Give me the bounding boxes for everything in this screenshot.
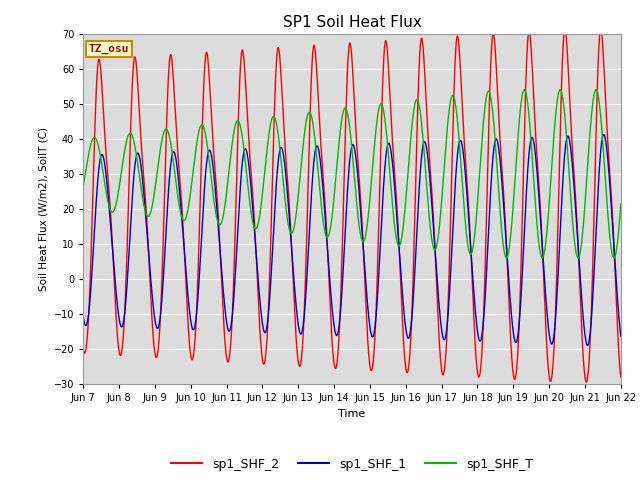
X-axis label: Time: Time xyxy=(339,408,365,419)
Text: TZ_osu: TZ_osu xyxy=(88,44,129,54)
sp1_SHF_1 xyxy=(309,173,317,179)
Legend: sp1_SHF_2, sp1_SHF_1, sp1_SHF_T: sp1_SHF_2, sp1_SHF_1, sp1_SHF_T xyxy=(166,453,538,476)
sp1_SHF_T xyxy=(617,201,625,207)
sp1_SHF_2 xyxy=(617,374,625,380)
sp1_SHF_2 xyxy=(173,129,180,134)
sp1_SHF_2 xyxy=(607,181,614,187)
Line: sp1_SHF_T: sp1_SHF_T xyxy=(83,90,621,258)
sp1_SHF_T xyxy=(173,183,180,189)
sp1_SHF_T xyxy=(309,119,317,125)
sp1_SHF_1 xyxy=(548,340,556,346)
sp1_SHF_2 xyxy=(548,370,556,375)
sp1_SHF_1 xyxy=(79,314,87,320)
sp1_SHF_T xyxy=(285,227,293,232)
Line: sp1_SHF_2: sp1_SHF_2 xyxy=(83,29,621,382)
sp1_SHF_2 xyxy=(141,183,148,189)
sp1_SHF_1 xyxy=(173,159,180,165)
Title: SP1 Soil Heat Flux: SP1 Soil Heat Flux xyxy=(283,15,421,30)
sp1_SHF_2 xyxy=(582,379,590,385)
sp1_SHF_2 xyxy=(79,346,87,352)
Line: sp1_SHF_1: sp1_SHF_1 xyxy=(83,134,621,346)
sp1_SHF_2 xyxy=(309,51,317,57)
sp1_SHF_T xyxy=(141,205,148,211)
sp1_SHF_T xyxy=(502,255,510,261)
sp1_SHF_T xyxy=(607,240,614,246)
sp1_SHF_T xyxy=(520,87,528,93)
sp1_SHF_1 xyxy=(617,333,625,339)
sp1_SHF_2 xyxy=(285,203,293,209)
sp1_SHF_1 xyxy=(141,199,148,204)
sp1_SHF_T xyxy=(549,150,557,156)
sp1_SHF_1 xyxy=(600,132,607,137)
Y-axis label: Soil Heat Flux (W/m2), SoilT (C): Soil Heat Flux (W/m2), SoilT (C) xyxy=(38,127,48,291)
sp1_SHF_1 xyxy=(607,192,614,198)
sp1_SHF_1 xyxy=(285,216,293,221)
sp1_SHF_2 xyxy=(597,26,605,32)
sp1_SHF_1 xyxy=(584,343,591,348)
sp1_SHF_T xyxy=(79,183,87,189)
